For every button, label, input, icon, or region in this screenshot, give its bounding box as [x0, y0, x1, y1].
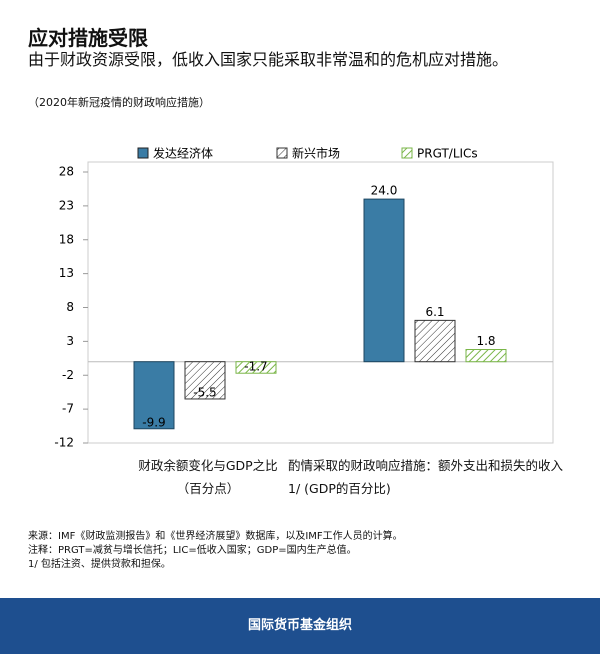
- bar: [184, 361, 226, 400]
- chart: 28 23 18 13 8 3 -2 -7 -12 发达经济体 新兴市场 PRGT/LICs -9.9 2…: [54, 146, 554, 450]
- y-tick-label: -2: [62, 368, 74, 382]
- y-tick-label: 8: [66, 300, 74, 314]
- category-label: 财政余额变化与GDP之比（百分点）: [138, 458, 278, 496]
- bar: [235, 361, 277, 374]
- bar: [363, 198, 405, 363]
- y-tick-label: 3: [66, 334, 74, 348]
- legend-swatch: [137, 147, 149, 159]
- value-label: -1.7: [244, 360, 267, 374]
- value-label: -5.5: [193, 385, 216, 399]
- value-label: 6.1: [425, 305, 444, 319]
- legend-label: 发达经济体: [153, 146, 213, 161]
- sources: 来源：IMF《财政监测报告》和《世界经济展望》数据库，以及IMF工作人员的计算。…: [28, 530, 403, 572]
- source-line: 1/ 包括注资、提供贷款和担保。: [28, 559, 171, 570]
- title: 应对措施受限: [28, 26, 148, 50]
- y-tick-label: 18: [59, 232, 74, 246]
- bar: [465, 349, 507, 363]
- category-label: 酌情采取的财政响应措施：额外支出和损失的收入1/ (GDP的百分比): [288, 458, 564, 496]
- bar: [414, 319, 456, 363]
- legend-label: 新兴市场: [292, 146, 340, 161]
- value-label: 1.8: [476, 334, 495, 348]
- legend-swatch: [401, 147, 413, 159]
- source-line: 注释：PRGT=减贫与增长信托；LIC=低收入国家；GDP=国内生产总值。: [28, 545, 357, 556]
- y-tick-label: 23: [59, 198, 74, 212]
- source-line: 来源：IMF《财政监测报告》和《世界经济展望》数据库，以及IMF工作人员的计算。: [28, 531, 403, 542]
- y-tick-label: -7: [62, 402, 74, 416]
- footer: 国际货币基金组织: [0, 598, 600, 654]
- legend-swatch: [276, 147, 288, 159]
- note: （2020年新冠疫情的财政响应措施）: [28, 96, 210, 109]
- plot-area: [87, 161, 554, 444]
- subtitle: 由于财政资源受限，低收入国家只能采取非常温和的危机应对措施。: [28, 50, 509, 69]
- value-label: 24.0: [371, 184, 398, 198]
- y-tick-label: 28: [59, 165, 74, 179]
- bar: [133, 361, 175, 430]
- y-tick-label: -12: [54, 436, 74, 450]
- y-tick-label: 13: [59, 266, 74, 280]
- legend-label: PRGT/LICs: [417, 147, 478, 161]
- value-label: -9.9: [142, 415, 165, 429]
